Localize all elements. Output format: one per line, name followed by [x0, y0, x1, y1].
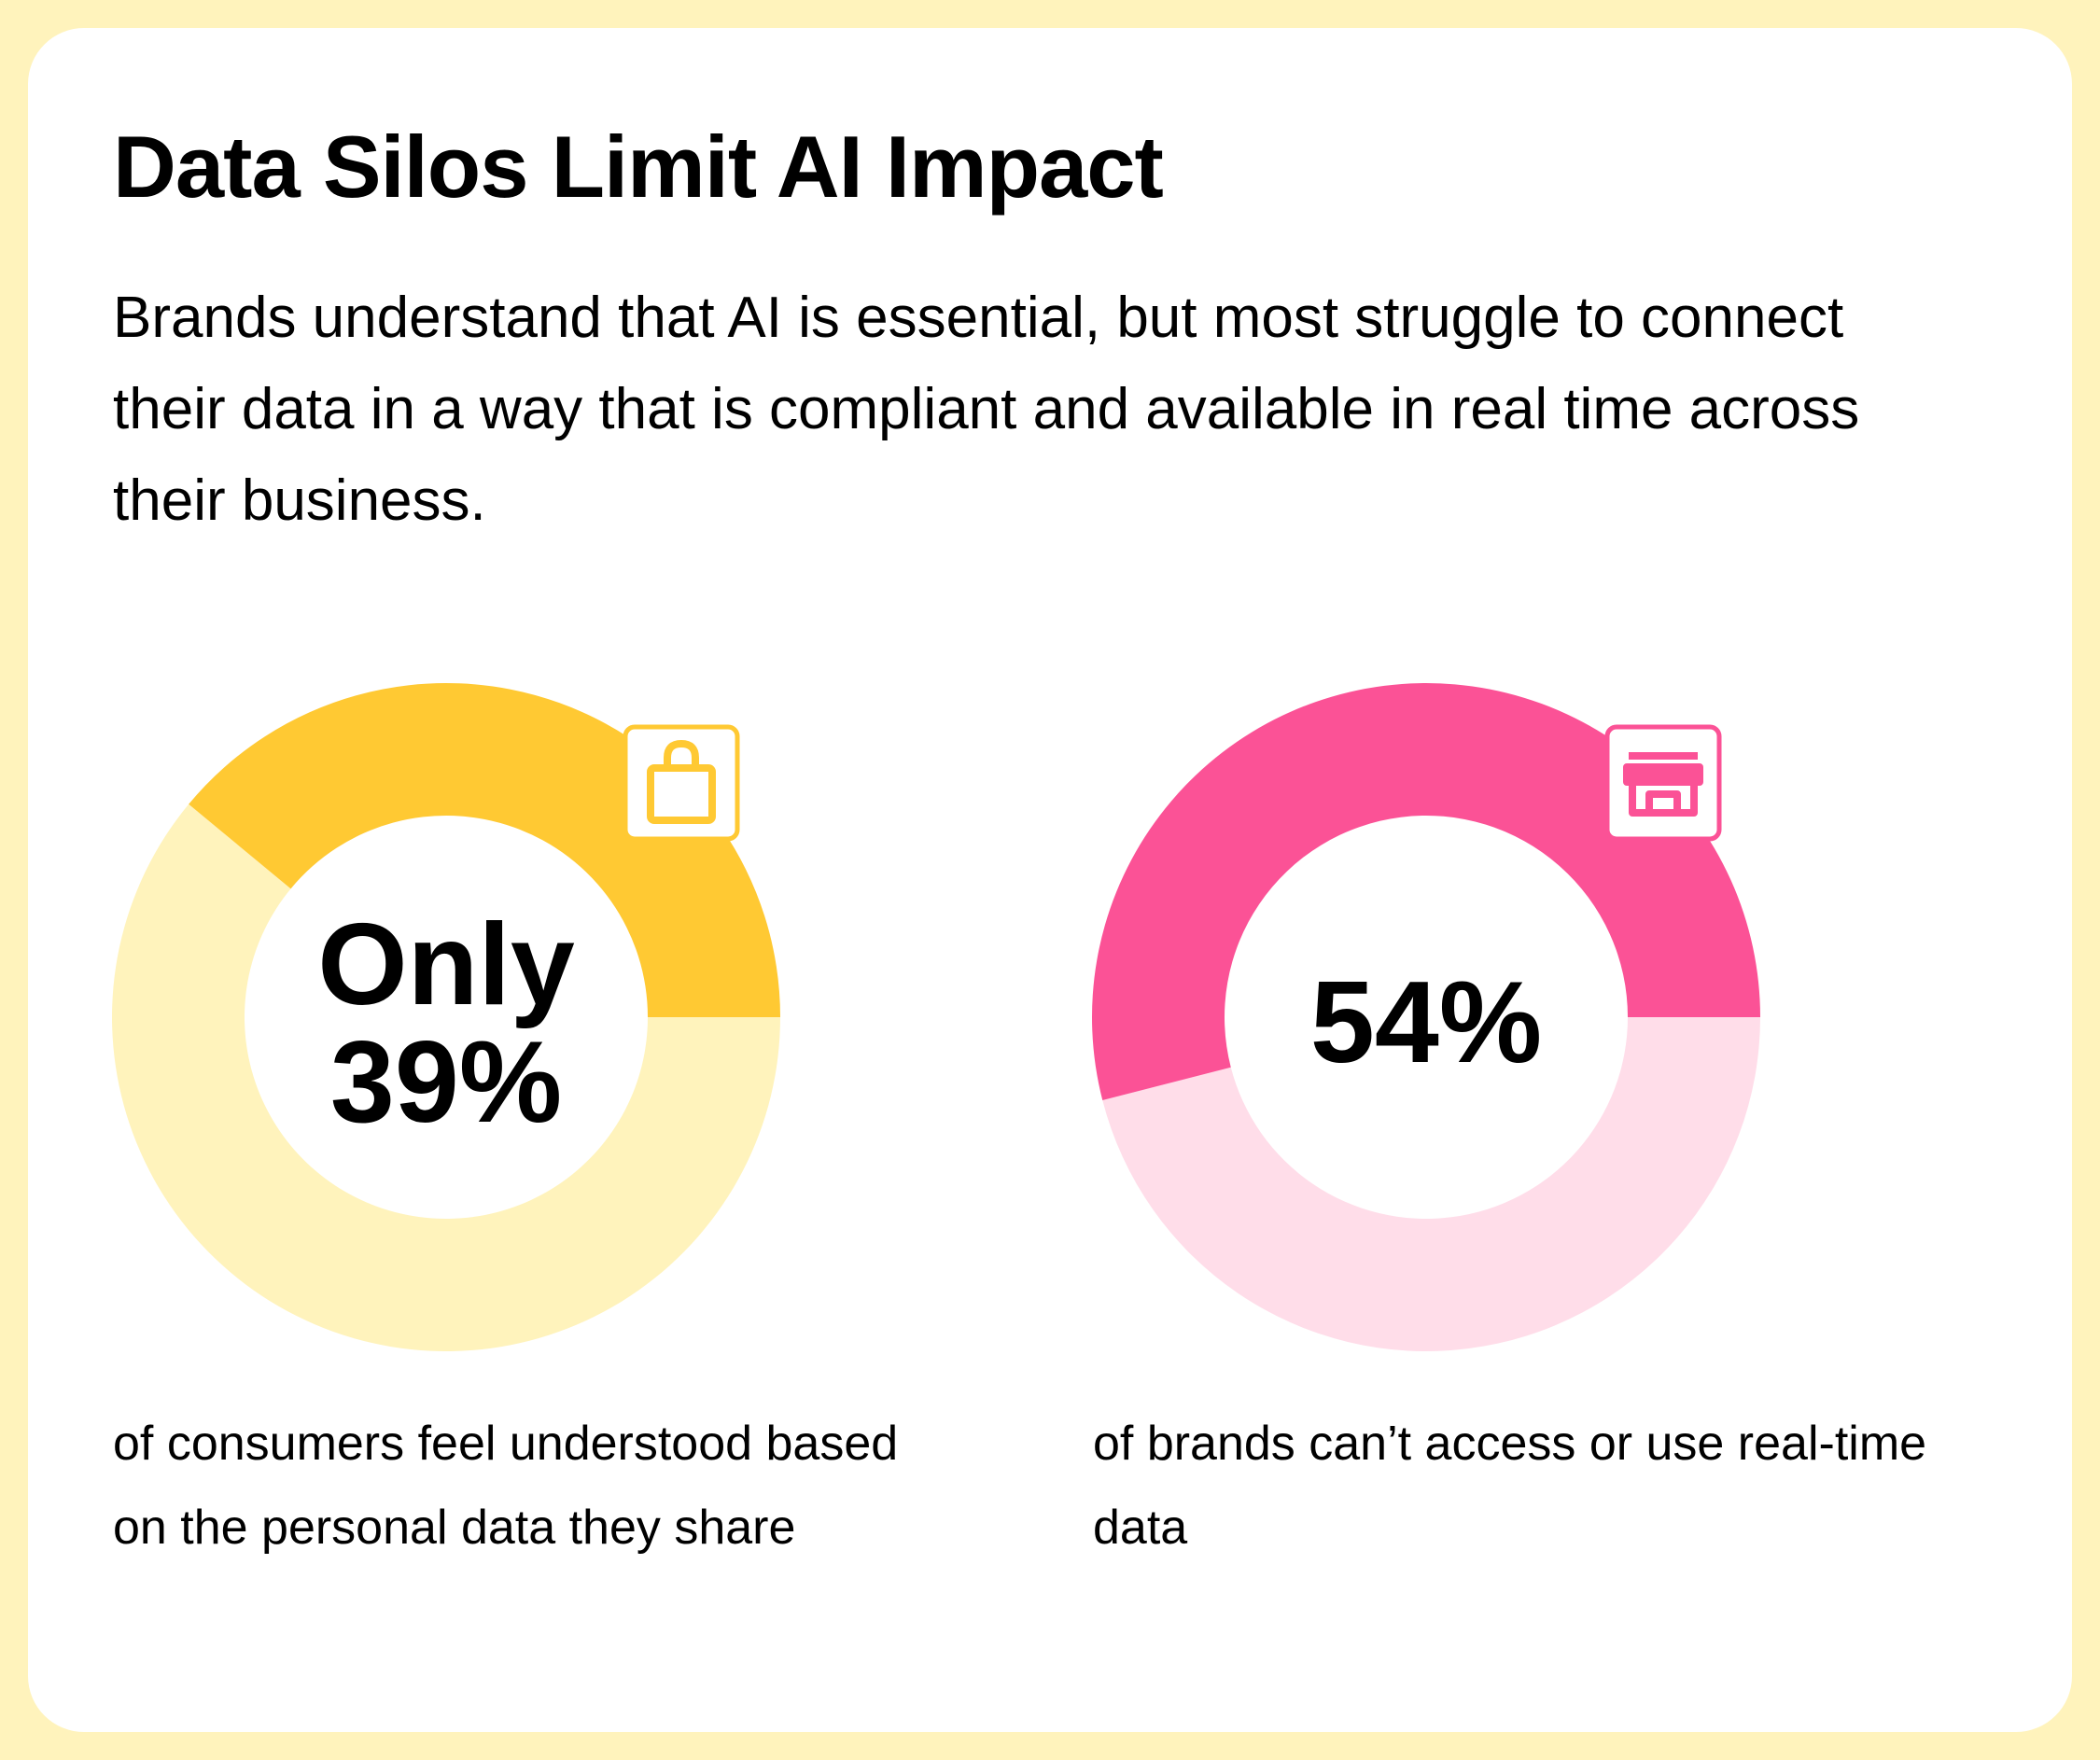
center-label-value: 39%	[330, 1018, 562, 1147]
center-label-value: 54%	[1310, 958, 1542, 1087]
donut-segment-value	[1091, 682, 1761, 1101]
card	[28, 28, 2072, 1732]
shopping-bag-icon	[647, 740, 716, 824]
page-title: Data Silos Limit AI Impact	[113, 118, 1164, 216]
donut-chart-brands: 54%	[1091, 682, 1761, 1351]
center-label-prefix: Only	[317, 901, 575, 1029]
icon-badge	[1604, 724, 1722, 842]
storefront-icon	[1623, 752, 1703, 817]
icon-badge	[623, 724, 740, 842]
caption-brands: of brands can’t access or use real-time …	[1093, 1417, 1927, 1555]
donut-segment-remaining	[1102, 1017, 1760, 1351]
donut-chart-consumers: Only 39%	[112, 682, 781, 1351]
page-subtitle: Brands understand that AI is essential, …	[113, 286, 1860, 533]
caption-consumers: of consumers feel understood based on th…	[113, 1417, 899, 1555]
donut-segment-remaining	[112, 803, 781, 1351]
